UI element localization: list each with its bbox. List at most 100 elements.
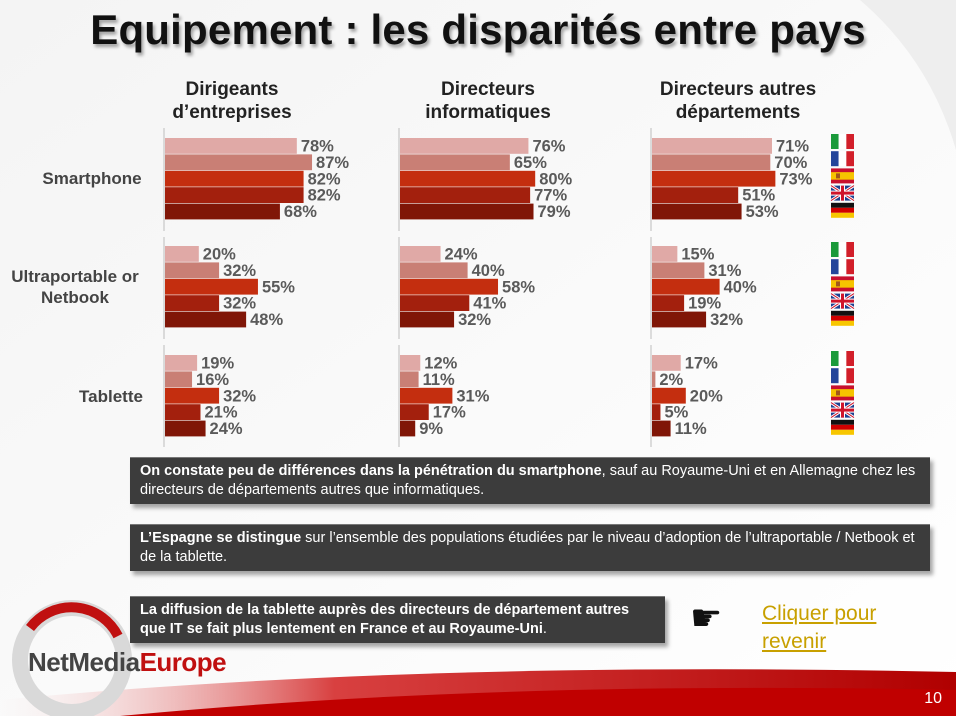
data-label: 87% [316, 154, 349, 172]
bar-3-3-3 [652, 387, 686, 404]
column-header-line: Directeurs autres [659, 79, 817, 100]
bar-2-1-1 [165, 246, 199, 262]
logo-part-2: Europe [139, 647, 227, 677]
slide-title: Equipement : les disparités entre pays [90, 6, 866, 53]
back-link-line-2[interactable]: revenir [762, 630, 827, 653]
bar-1-1-1 [165, 138, 297, 154]
data-label: 55% [262, 278, 295, 296]
data-label: 31% [708, 262, 741, 280]
data-label: 41% [473, 295, 506, 313]
bar-3-3-5 [652, 420, 671, 437]
row-label-1: Smartphone [12, 168, 172, 189]
flag-italie-icon [831, 134, 854, 149]
data-label: 24% [210, 420, 243, 438]
flag-royaume-uni-icon [830, 401, 855, 419]
bar-1-1-5 [165, 203, 280, 220]
row-label-line: Netbook [41, 288, 109, 307]
column-header-line: Dirigeants [185, 79, 279, 100]
data-label: 70% [774, 154, 807, 172]
bar-2-3-2 [652, 262, 705, 279]
bar-3-3-1 [652, 355, 681, 371]
bar-2-3-3 [652, 278, 720, 295]
bar-2-1-5 [165, 311, 247, 328]
data-label: 11% [675, 420, 707, 438]
data-label: 32% [223, 295, 256, 313]
flag-france-icon [831, 151, 854, 167]
column-header-1: Dirigeants d’entreprises [122, 78, 342, 124]
bar-2-3-4 [652, 295, 685, 311]
bar-2-2-1 [400, 246, 441, 262]
data-label: 19% [688, 295, 721, 313]
bar-2-2-5 [400, 311, 455, 328]
bar-1-2-2 [400, 154, 510, 171]
bar-1-1-4 [165, 187, 304, 203]
data-label: 20% [690, 387, 723, 405]
bar-1-3-4 [652, 187, 739, 203]
data-label: 58% [502, 278, 535, 296]
data-label: 15% [681, 246, 714, 264]
data-label: 11% [423, 371, 455, 389]
data-label: 17% [685, 355, 718, 373]
flag-allemagne-icon [831, 310, 854, 326]
bar-3-1-4 [165, 404, 201, 420]
flag-italie-icon [831, 351, 854, 366]
flag-royaume-uni-icon [830, 184, 855, 202]
data-label: 32% [710, 311, 743, 329]
data-label: 16% [196, 371, 229, 389]
note-1-rest: , sauf au Royaume-Uni et en Allemagne ch… [140, 463, 916, 498]
bar-1-2-4 [400, 187, 531, 203]
bar-3-2-5 [400, 420, 416, 437]
data-label: 71% [776, 138, 809, 156]
column-header-line: d’entreprises [172, 102, 292, 123]
data-label: 20% [203, 246, 236, 264]
note-3-rest: . [542, 621, 547, 637]
bar-1-3-1 [652, 138, 772, 154]
flag-france-icon [831, 368, 854, 384]
data-label: 79% [538, 203, 571, 221]
data-label: 48% [250, 311, 283, 329]
note-2-rest: sur l’ensemble des populations étudiées … [140, 530, 915, 565]
data-label: 82% [308, 170, 341, 188]
data-label: 40% [472, 262, 505, 280]
bar-1-1-3 [165, 170, 304, 187]
data-label: 68% [284, 203, 317, 221]
data-label: 82% [308, 187, 341, 205]
data-label: 80% [539, 170, 572, 188]
bar-2-2-2 [400, 262, 468, 279]
flag-royaume-uni-icon [830, 292, 855, 310]
flag-allemagne-icon [831, 202, 854, 218]
data-label: 19% [201, 355, 234, 373]
flag-espagne-icon [831, 385, 854, 401]
data-label: 65% [514, 154, 547, 172]
data-label: 77% [534, 187, 567, 205]
data-label: 40% [724, 278, 757, 296]
back-link[interactable]: Cliquer pour revenir [762, 600, 876, 656]
logo-part-1: NetMedia [28, 647, 140, 677]
note-1: On constate peu de différences dans la p… [130, 457, 930, 504]
bar-1-2-5 [400, 203, 534, 220]
bar-1-3-2 [652, 154, 771, 171]
note-1-bold: On constate peu de différences dans la p… [140, 463, 602, 479]
netmediaeurope-logo: NetMediaEurope [28, 647, 227, 678]
bar-2-1-3 [165, 278, 258, 295]
bar-1-2-1 [400, 138, 529, 154]
column-header-3: Directeurs autres départements [628, 78, 848, 124]
bar-3-1-5 [165, 420, 206, 437]
back-link-line-1[interactable]: Cliquer pour [762, 602, 877, 625]
bar-3-2-3 [400, 387, 453, 404]
data-label: 24% [445, 246, 478, 264]
bar-2-1-2 [165, 262, 220, 279]
bar-1-3-3 [652, 170, 776, 187]
note-2: L’Espagne se distingue sur l’ensemble de… [130, 524, 930, 571]
flag-allemagne-icon [831, 419, 854, 435]
bar-1-1-2 [165, 154, 313, 171]
bar-3-1-3 [165, 387, 220, 404]
bar-2-3-1 [652, 246, 678, 262]
bar-3-3-4 [652, 404, 661, 420]
bar-2-3-5 [652, 311, 707, 328]
data-label: 73% [779, 170, 812, 188]
row-label-line: Ultraportable or [11, 267, 139, 286]
row-label-line: Tablette [79, 387, 143, 406]
data-label: 12% [424, 355, 457, 373]
data-label: 2% [659, 371, 683, 389]
